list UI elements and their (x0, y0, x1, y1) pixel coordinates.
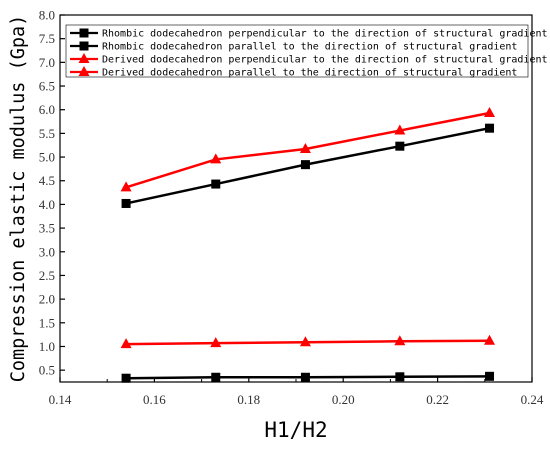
data-point (299, 143, 311, 154)
data-point (210, 153, 222, 164)
x-tick-label: 0.20 (332, 392, 355, 407)
y-tick-label: 6.5 (39, 79, 55, 94)
x-axis-title: H1/H2 (264, 418, 327, 442)
y-tick-label: 2.5 (39, 268, 55, 283)
legend-marker (79, 28, 89, 38)
y-tick-label: 2.0 (39, 292, 55, 307)
legend-marker (78, 53, 90, 63)
legend-label: Rhombic dodecahedron parallel to the dir… (102, 42, 517, 53)
data-point (211, 372, 221, 382)
y-tick-label: 3.0 (39, 244, 55, 259)
y-tick-label: 4.0 (39, 197, 55, 212)
series-group (121, 371, 495, 383)
ticks-layer: 0.14 0.16 0.18 0.20 0.22 0.24 0.5 1.0 1.5 2.0 2.5 3… (39, 8, 544, 408)
data-point (210, 337, 222, 348)
plot-frame (59, 14, 533, 383)
x-tick-label: 0.24 (521, 392, 544, 407)
series-group (120, 107, 496, 192)
data-point (395, 141, 405, 151)
y-tick-label: 1.5 (39, 315, 55, 330)
data-point (485, 371, 495, 381)
series-group (120, 334, 496, 349)
series-layer (120, 107, 496, 383)
y-tick-label: 5.5 (39, 126, 55, 141)
data-point (395, 372, 405, 382)
data-point (121, 198, 131, 208)
data-point (120, 181, 132, 192)
y-tick-label: 4.5 (39, 173, 55, 188)
data-point (484, 334, 496, 345)
series-group (121, 123, 495, 208)
data-point (300, 372, 310, 382)
data-point (120, 338, 132, 349)
y-tick-label: 7.0 (39, 55, 55, 70)
y-tick-label: 0.5 (39, 363, 55, 378)
data-point (121, 373, 131, 383)
legend-label: Derived dodecahedron perpendicular to th… (102, 55, 548, 66)
y-tick-label: 7.5 (39, 31, 55, 46)
data-point (211, 179, 221, 189)
x-tick-label: 0.14 (49, 392, 72, 407)
legend-label: Derived dodecahedron parallel to the dir… (102, 68, 517, 79)
y-tick-label: 3.5 (39, 221, 55, 236)
data-point (394, 124, 406, 135)
x-tick-label: 0.22 (426, 392, 449, 407)
x-tick-label: 0.16 (143, 392, 166, 407)
legend-label: Rhombic dodecahedron perpendicular to th… (102, 29, 548, 40)
data-point (394, 335, 406, 346)
x-tick-label: 0.18 (237, 392, 260, 407)
y-tick-label: 6.0 (39, 102, 55, 117)
data-point (484, 107, 496, 118)
data-point (485, 123, 495, 133)
legend: Rhombic dodecahedron perpendicular to th… (65, 24, 548, 79)
y-axis-title: Compression elastic modulus (Gpa) (8, 15, 29, 383)
y-tick-label: 8.0 (39, 8, 55, 23)
legend-marker (79, 41, 89, 51)
data-point (299, 336, 311, 347)
legend-box (65, 24, 529, 78)
y-tick-label: 5.0 (39, 150, 55, 165)
legend-marker (78, 66, 90, 76)
y-tick-label: 1.0 (39, 339, 55, 354)
data-point (300, 160, 310, 170)
